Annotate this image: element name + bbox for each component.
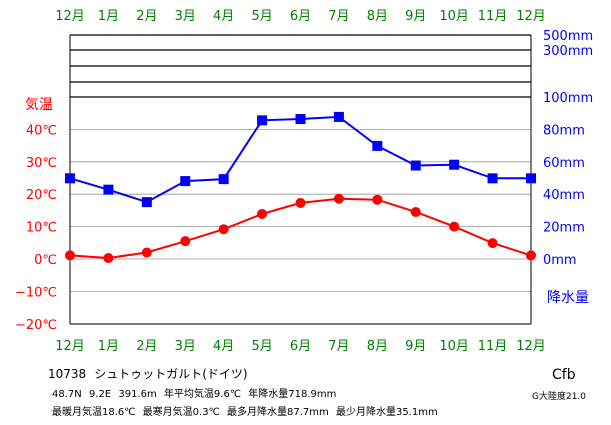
- precipitation-series: [65, 111, 536, 208]
- precipitation-point: [103, 184, 114, 195]
- temperature-point: [218, 224, 229, 235]
- precipitation-point: [141, 197, 152, 208]
- month-label-bottom: 12月: [516, 339, 546, 354]
- month-label-top: 1月: [98, 9, 119, 24]
- temperature-axis: 気温 40℃ 30℃ 20℃ 10℃ 0℃ −10℃ −20℃: [15, 97, 57, 333]
- month-label-bottom: 3月: [175, 339, 196, 354]
- grid-layer: [70, 34, 531, 325]
- station-line: 10738 シュトゥットガルト(ドイツ): [48, 365, 256, 382]
- precipitation-tick-label: 20mm: [543, 221, 585, 236]
- precipitation-point: [295, 114, 306, 125]
- precipitation-tick-label: 500mm: [543, 29, 593, 44]
- month-label-top: 4月: [213, 9, 234, 24]
- temperature-tick-label: 20℃: [26, 188, 57, 203]
- precipitation-tick-label: 300mm: [543, 44, 593, 59]
- month-label-bottom: 9月: [405, 339, 426, 354]
- driest-month-precipitation: 最少月降水量35.1mm: [335, 407, 438, 418]
- temperature-point: [295, 197, 306, 208]
- annual-precipitation: 年降水量718.9mm: [248, 389, 337, 400]
- month-label-bottom: 1月: [98, 339, 119, 354]
- temperature-point: [526, 250, 536, 261]
- precipitation-point: [526, 173, 536, 184]
- precipitation-tick-label: 0mm: [543, 253, 577, 268]
- month-label-bottom: 11月: [478, 339, 508, 354]
- elevation: 391.6m: [118, 389, 157, 400]
- month-labels-top: 12月 1月 2月 3月 4月 5月 6月 7月 8月 9月 10月 11月 12月: [55, 9, 546, 24]
- month-label-top: 12月: [516, 9, 546, 24]
- latitude: 48.7N: [52, 389, 82, 400]
- month-label-top: 7月: [328, 9, 349, 24]
- month-label-top: 6月: [290, 9, 311, 24]
- month-label-bottom: 2月: [136, 339, 157, 354]
- temperature-point: [333, 193, 344, 204]
- koppen-class: Cfb: [552, 367, 576, 383]
- chart-frame: [69, 34, 532, 325]
- month-label-top: 3月: [175, 9, 196, 24]
- temperature-tick-label: 0℃: [34, 253, 57, 268]
- temperature-point: [65, 250, 75, 261]
- temperature-point: [180, 236, 191, 247]
- month-label-bottom: 8月: [367, 339, 388, 354]
- precipitation-point: [333, 111, 344, 122]
- precipitation-tick-label: 100mm: [543, 91, 593, 106]
- annual-mean-temperature: 年平均気温9.6℃: [163, 389, 242, 400]
- precipitation-tick-label: 60mm: [543, 156, 585, 171]
- month-label-top: 5月: [251, 9, 272, 24]
- warmest-month-temperature: 最暖月気温18.6℃: [52, 407, 136, 418]
- month-label-bottom: 6月: [290, 339, 311, 354]
- month-labels-bottom: 12月 1月 2月 3月 4月 5月 6月 7月 8月 9月 10月 11月 12月: [55, 339, 546, 354]
- coldest-month-temperature: 最寒月気温0.3℃: [142, 407, 220, 418]
- temperature-point: [410, 207, 421, 218]
- month-label-bottom: 4月: [213, 339, 234, 354]
- temperature-tick-label: −20℃: [15, 318, 57, 333]
- month-label-bottom: 10月: [439, 339, 469, 354]
- info-line-2: 最暖月気温18.6℃ 最寒月気温0.3℃ 最多月降水量87.7mm 最少月降水量…: [52, 403, 442, 418]
- continentality-index: G大陸度21.0: [532, 392, 587, 402]
- station-id: 10738: [48, 367, 87, 381]
- month-label-top: 8月: [367, 9, 388, 24]
- month-label-top: 12月: [55, 9, 85, 24]
- temperature-series: [65, 193, 536, 264]
- precipitation-axis-title: 降水量: [547, 290, 589, 306]
- precipitation-point: [487, 173, 498, 184]
- month-label-bottom: 7月: [328, 339, 349, 354]
- temperature-tick-label: 10℃: [26, 221, 57, 236]
- precipitation-point: [257, 115, 268, 126]
- month-label-top: 11月: [478, 9, 508, 24]
- temperature-tick-label: 30℃: [26, 156, 57, 171]
- temperature-point: [257, 208, 268, 219]
- wettest-month-precipitation: 最多月降水量87.7mm: [227, 407, 329, 418]
- temperature-point: [103, 253, 114, 264]
- precipitation-point: [449, 159, 460, 170]
- temperature-tick-label: −10℃: [15, 285, 57, 300]
- temperature-point: [372, 194, 383, 205]
- month-label-top: 2月: [136, 9, 157, 24]
- precipitation-tick-label: 40mm: [543, 188, 585, 203]
- precipitation-point: [180, 176, 191, 187]
- temperature-point: [487, 238, 498, 249]
- temperature-point: [449, 221, 460, 232]
- precipitation-tick-label: 80mm: [543, 123, 585, 138]
- temperature-point: [141, 247, 152, 258]
- precipitation-point: [410, 160, 421, 171]
- temperature-axis-title: 気温: [25, 97, 53, 113]
- month-label-top: 9月: [405, 9, 426, 24]
- station-name: シュトゥットガルト(ドイツ): [94, 367, 248, 381]
- temperature-tick-label: 40℃: [26, 123, 57, 138]
- month-label-top: 10月: [439, 9, 469, 24]
- month-label-bottom: 12月: [55, 339, 85, 354]
- longitude: 9.2E: [88, 389, 112, 400]
- precipitation-point: [65, 173, 75, 184]
- month-label-bottom: 5月: [251, 339, 272, 354]
- precipitation-point: [218, 174, 229, 185]
- precipitation-point: [372, 140, 383, 151]
- info-line-1: 48.7N 9.2E 391.6m 年平均気温9.6℃ 年降水量718.9mm: [52, 385, 340, 400]
